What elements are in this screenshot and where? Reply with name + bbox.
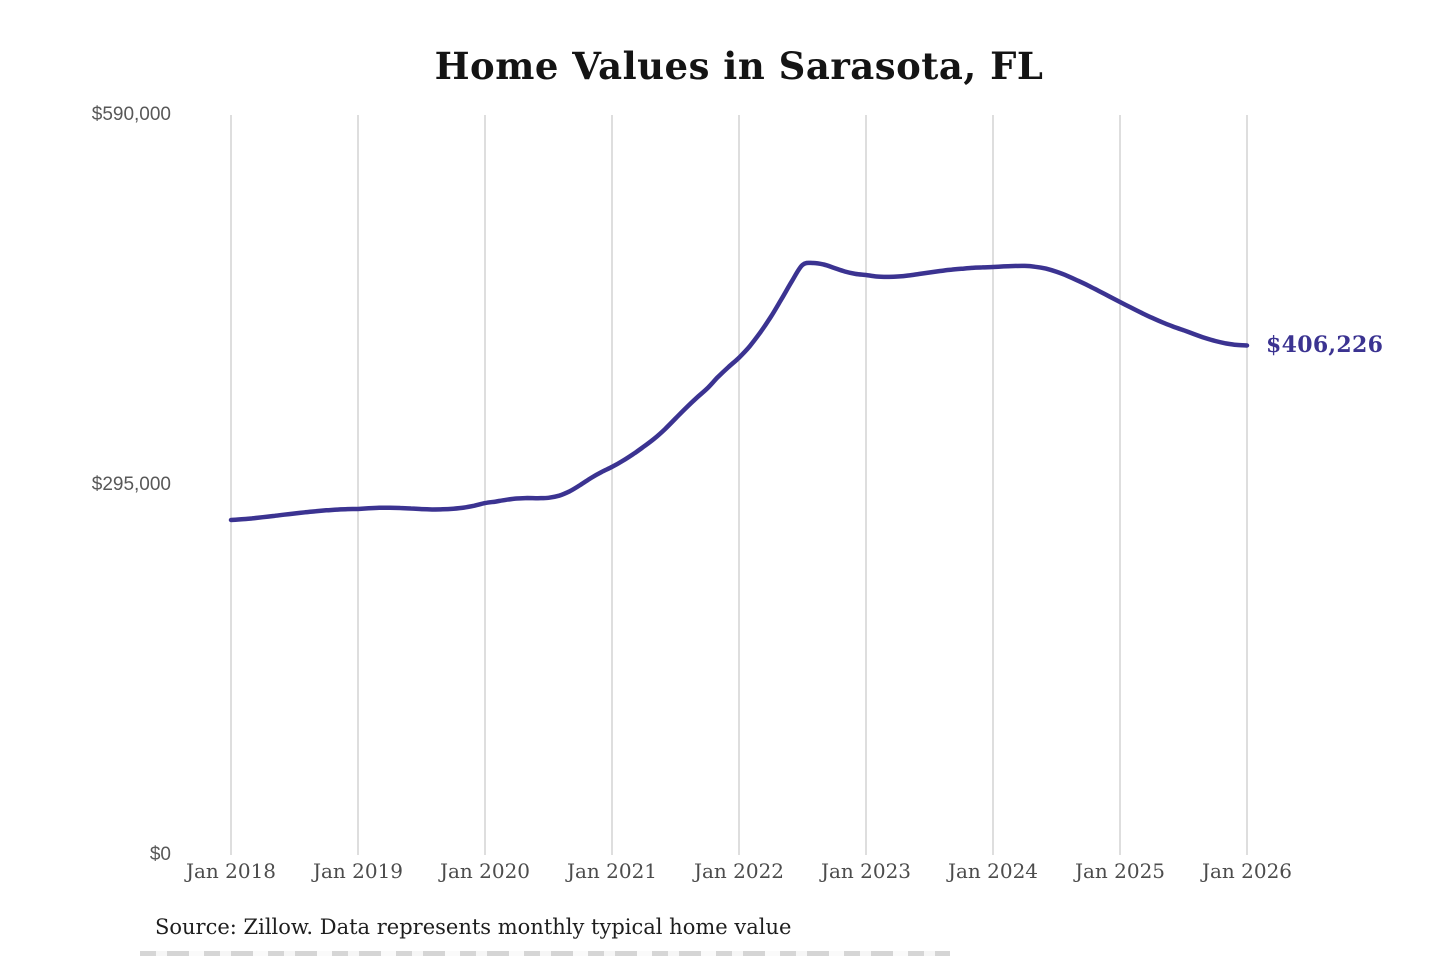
home-value-line (228, 260, 1250, 523)
x-axis-label: Jan 2024 (947, 859, 1039, 883)
current-value-label: $406,226 (1266, 332, 1384, 358)
x-axis-label: Jan 2022 (693, 859, 785, 883)
x-axis-label: Jan 2026 (1201, 859, 1293, 883)
chart-title: Home Values in Sarasota, FL (434, 44, 1044, 88)
x-axis-label: Jan 2023 (820, 859, 912, 883)
x-axis-label: Jan 2018 (185, 859, 277, 883)
y-axis-label-590000: $590,000 (91, 104, 171, 125)
y-axis-label-295000: $295,000 (91, 474, 171, 495)
x-axis-label: Jan 2025 (1074, 859, 1166, 883)
y-axis-label-0: $0 (149, 844, 171, 865)
cropped-text-remnant (140, 951, 950, 956)
x-axis-label: Jan 2019 (312, 859, 404, 883)
x-axis-label: Jan 2021 (566, 859, 658, 883)
x-axis-label: Jan 2020 (439, 859, 531, 883)
source-note: Source: Zillow. Data represents monthly … (155, 915, 792, 939)
